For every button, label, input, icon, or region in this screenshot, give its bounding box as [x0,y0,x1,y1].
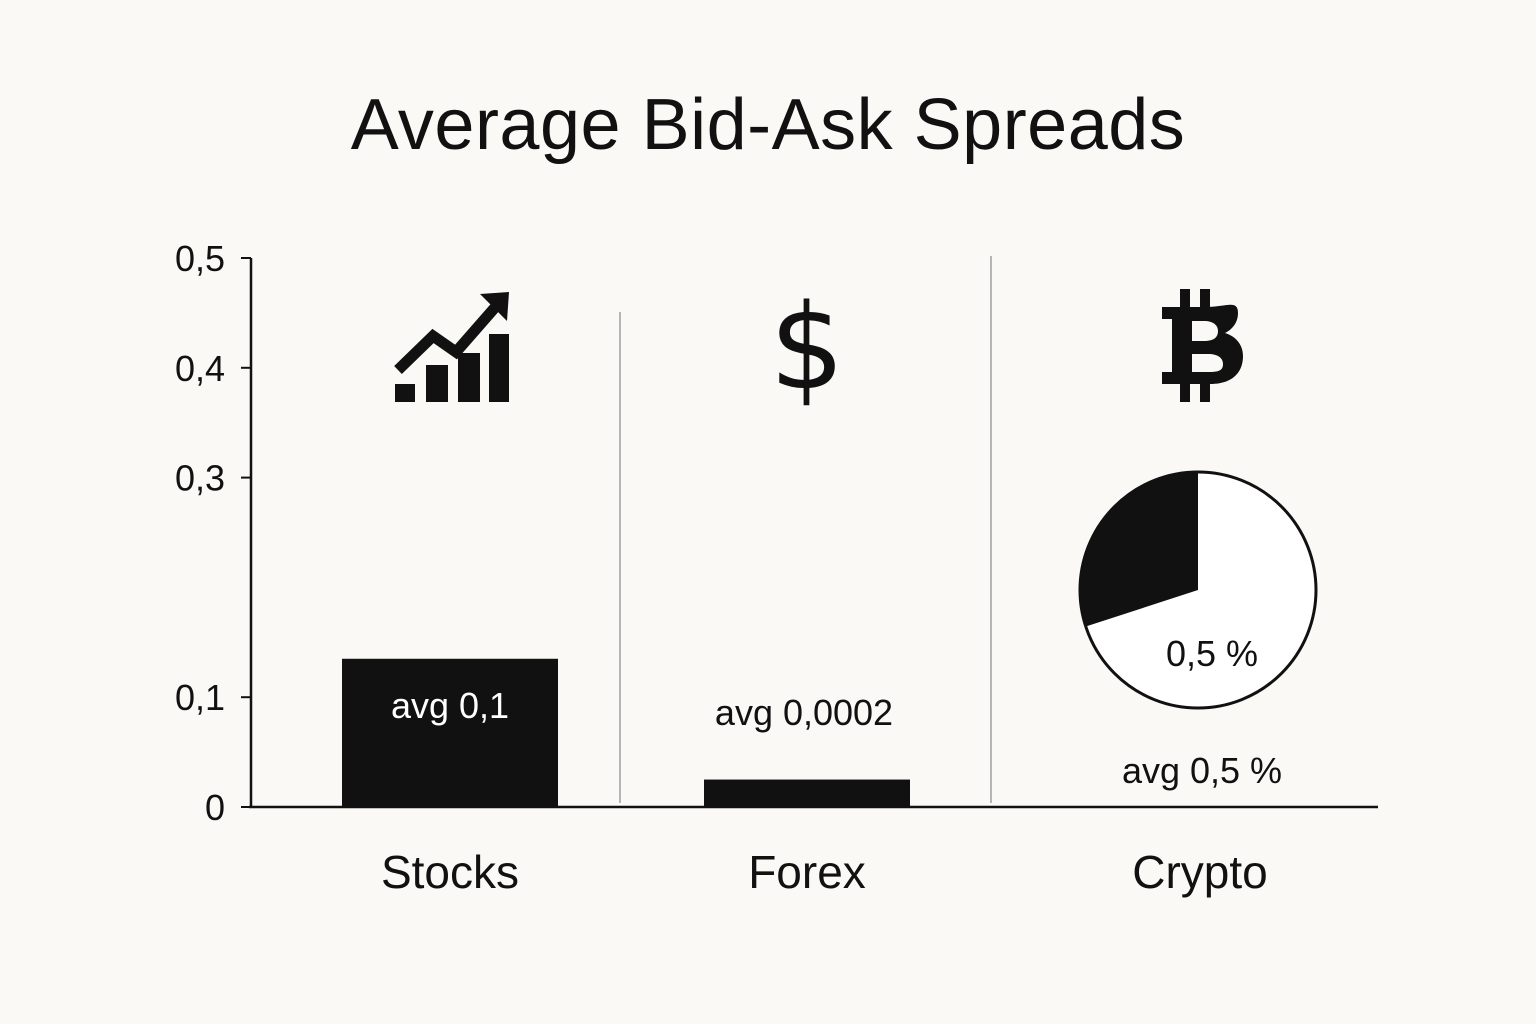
y-tick-label: 0,3 [175,458,225,499]
category-labels: Stocks Forex Crypto [381,846,1268,898]
y-tick-label: 0,5 [175,238,225,279]
y-tick-label: 0,1 [175,677,225,718]
x-tick-label-forex: Forex [748,846,866,898]
category-icons: $ [394,278,1243,416]
y-tick-labels: 0 0,1 0,3 0,4 0,5 [175,238,251,828]
data-label-stocks: avg 0,1 [391,685,509,726]
bar-stocks [342,658,558,807]
y-tick-label: 0,4 [175,348,225,389]
data-marks: 0,5 % [342,470,1318,807]
dollar-icon: $ [769,278,844,416]
trend-chart-icon [394,292,509,402]
bar-forex [704,779,910,807]
data-labels: avg 0,1 avg 0,0002 avg 0,5 % [391,685,1282,791]
pie-label: 0,5 % [1166,633,1258,674]
y-tick-label: 0 [205,787,225,828]
data-label-crypto: avg 0,5 % [1122,750,1282,791]
data-label-forex: avg 0,0002 [715,692,893,733]
x-tick-label-stocks: Stocks [381,846,519,898]
bitcoin-icon [1162,289,1243,402]
x-tick-label-crypto: Crypto [1132,846,1267,898]
pie-slice-crypto [1080,472,1198,627]
chart-title: Average Bid-Ask Spreads [350,85,1186,165]
category-dividers [619,256,992,803]
